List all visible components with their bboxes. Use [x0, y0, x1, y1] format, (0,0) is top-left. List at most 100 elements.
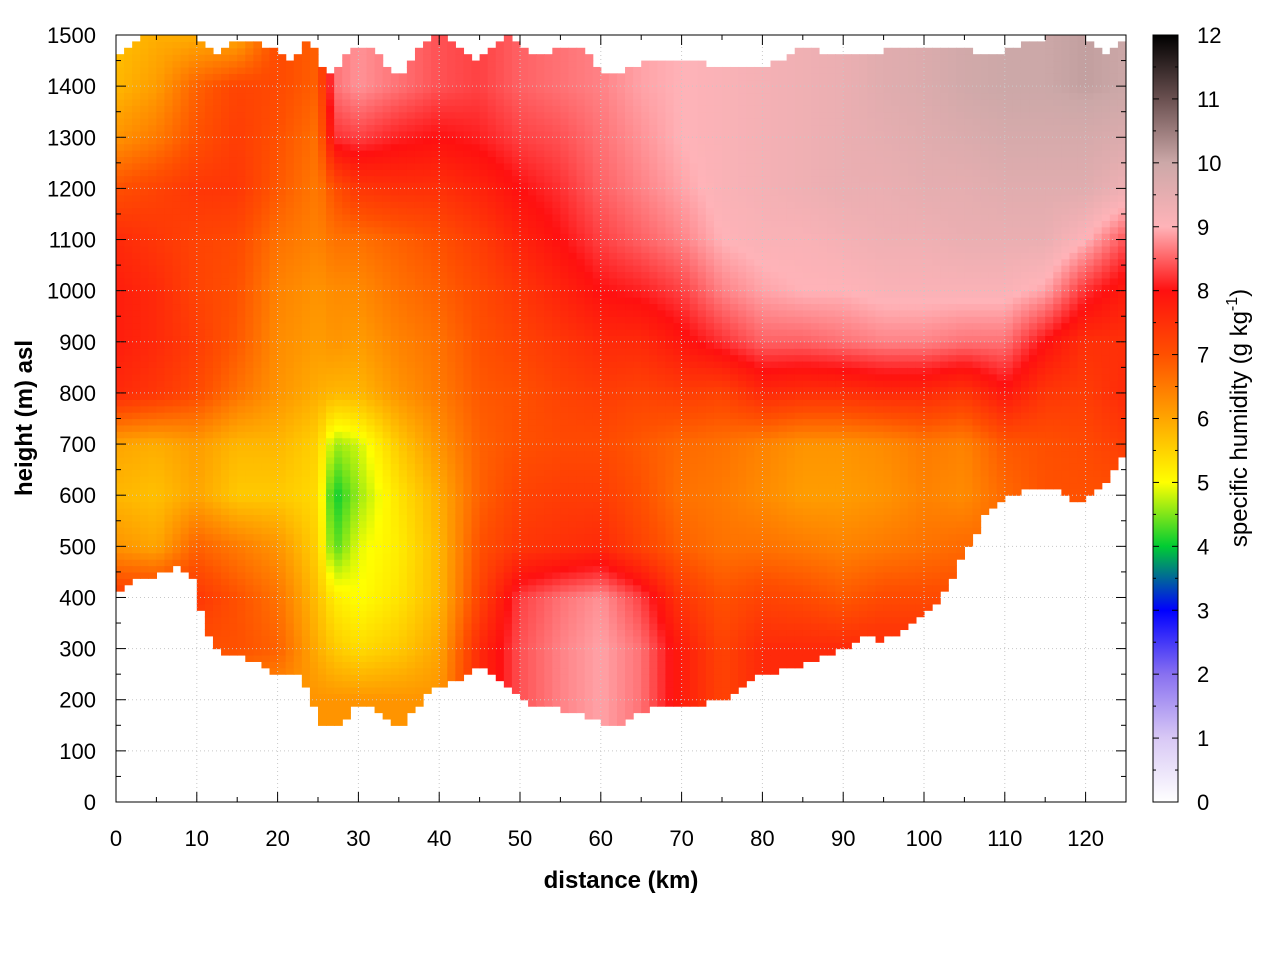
heatmap-cell: [472, 585, 481, 592]
heatmap-cell: [431, 572, 440, 579]
heatmap-cell: [116, 406, 125, 413]
heatmap-cell: [439, 265, 448, 272]
heatmap-cell: [124, 495, 133, 502]
heatmap-cell: [197, 355, 206, 362]
heatmap-cell: [132, 124, 141, 131]
heatmap-cell: [318, 259, 327, 266]
heatmap-cell: [164, 419, 173, 426]
heatmap-cell: [366, 291, 375, 298]
heatmap-cell: [302, 661, 311, 668]
heatmap-cell: [140, 67, 149, 74]
heatmap-cell: [423, 201, 432, 208]
heatmap-cell: [447, 546, 456, 553]
heatmap-cell: [189, 201, 198, 208]
heatmap-cell: [366, 521, 375, 528]
heatmap-cell: [439, 310, 448, 317]
heatmap-cell: [366, 502, 375, 509]
heatmap-cell: [181, 291, 190, 298]
heatmap-cell: [480, 93, 489, 100]
heatmap-cell: [148, 137, 157, 144]
heatmap-cell: [472, 86, 481, 93]
heatmap-cell: [164, 214, 173, 221]
heatmap-cell: [375, 67, 384, 74]
heatmap-cell: [140, 361, 149, 368]
heatmap-cell: [423, 534, 432, 541]
heatmap-cell: [229, 508, 238, 515]
heatmap-cell: [455, 495, 464, 502]
heatmap-cell: [496, 419, 505, 426]
heatmap-cell: [407, 278, 416, 285]
heatmap-cell: [286, 188, 295, 195]
heatmap-cell: [399, 252, 408, 259]
heatmap-cell: [124, 393, 133, 400]
heatmap-cell: [496, 259, 505, 266]
heatmap-cell: [375, 182, 384, 189]
heatmap-cell: [447, 604, 456, 611]
heatmap-cell: [358, 105, 367, 112]
heatmap-cell: [334, 284, 343, 291]
heatmap-cell: [375, 380, 384, 387]
heatmap-cell: [302, 649, 311, 656]
heatmap-cell: [391, 265, 400, 272]
heatmap-cell: [463, 470, 472, 477]
heatmap-cell: [366, 227, 375, 234]
heatmap-cell: [156, 54, 165, 61]
heatmap-cell: [294, 361, 303, 368]
heatmap-cell: [463, 214, 472, 221]
heatmap-cell: [407, 99, 416, 106]
heatmap-cell: [472, 617, 481, 624]
heatmap-cell: [318, 489, 327, 496]
heatmap-cell: [423, 566, 432, 573]
heatmap-cell: [237, 450, 246, 457]
heatmap-cell: [488, 668, 497, 675]
heatmap-cell: [148, 176, 157, 183]
heatmap-cell: [439, 348, 448, 355]
heatmap-cell: [391, 578, 400, 585]
heatmap-cell: [407, 399, 416, 406]
heatmap-cell: [431, 201, 440, 208]
heatmap-cell: [148, 514, 157, 521]
heatmap-cell: [391, 367, 400, 374]
heatmap-cell: [375, 214, 384, 221]
heatmap-cell: [366, 124, 375, 131]
heatmap-cell: [455, 457, 464, 464]
heatmap-cell: [156, 316, 165, 323]
heatmap-cell: [261, 610, 270, 617]
heatmap-cell: [124, 240, 133, 247]
heatmap-cell: [334, 163, 343, 170]
heatmap-cell: [528, 636, 537, 643]
heatmap-cell: [270, 514, 279, 521]
heatmap-cell: [205, 188, 214, 195]
heatmap-cell: [205, 316, 214, 323]
heatmap-cell: [221, 86, 230, 93]
heatmap-cell: [528, 412, 537, 419]
heatmap-cell: [124, 527, 133, 534]
heatmap-cell: [342, 642, 351, 649]
heatmap-cell: [512, 482, 521, 489]
heatmap-cell: [407, 303, 416, 310]
heatmap-cell: [366, 67, 375, 74]
heatmap-cell: [278, 495, 287, 502]
heatmap-cell: [391, 649, 400, 656]
heatmap-cell: [261, 329, 270, 336]
heatmap-cell: [197, 303, 206, 310]
heatmap-cell: [237, 566, 246, 573]
heatmap-cell: [512, 585, 521, 592]
heatmap-cell: [520, 342, 529, 349]
heatmap-cell: [455, 150, 464, 157]
heatmap-cell: [270, 156, 279, 163]
heatmap-cell: [245, 463, 254, 470]
heatmap-cell: [496, 93, 505, 100]
heatmap-cell: [399, 195, 408, 202]
heatmap-cell: [286, 131, 295, 138]
heatmap-cell: [342, 559, 351, 566]
heatmap-cell: [270, 137, 279, 144]
heatmap-cell: [140, 227, 149, 234]
heatmap-cell: [245, 188, 254, 195]
heatmap-cell: [164, 35, 173, 42]
heatmap-cell: [197, 367, 206, 374]
heatmap-cell: [286, 546, 295, 553]
heatmap-cell: [447, 355, 456, 362]
heatmap-cell: [294, 597, 303, 604]
heatmap-cell: [504, 476, 513, 483]
